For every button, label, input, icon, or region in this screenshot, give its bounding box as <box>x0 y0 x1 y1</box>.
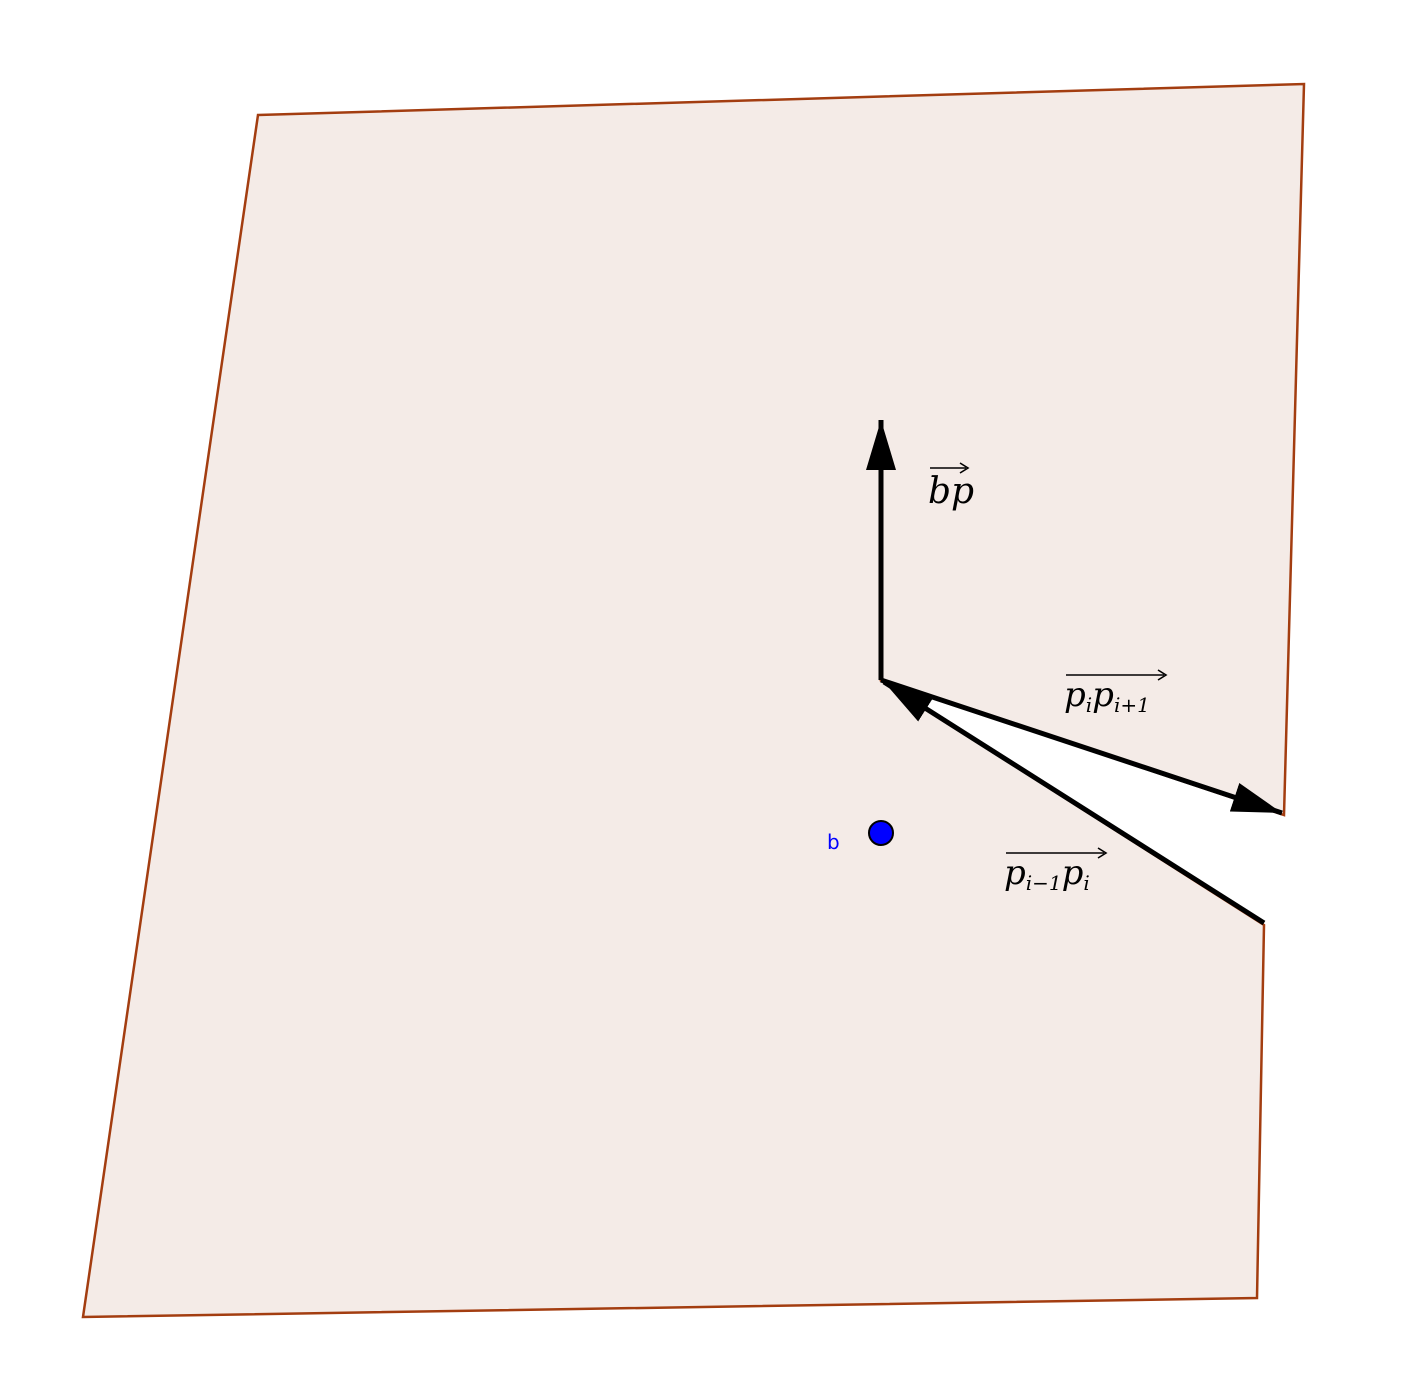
point-b-label: b <box>827 830 840 854</box>
label-bp-base: b <box>928 471 951 512</box>
label-vector-bp: bp <box>928 462 974 512</box>
svg-text:pipi+1: pipi+1 <box>1064 675 1150 717</box>
svg-text:pi−1pi: pi−1pi <box>1004 853 1090 895</box>
vector-pi-pi1-line <box>880 677 1283 816</box>
vector-pim1-pi-line <box>882 679 1266 926</box>
svg-text:bp: bp <box>928 471 974 512</box>
label-bp-head: p <box>951 471 974 512</box>
label-vector-pim1-pi: pi−1pi <box>1004 847 1108 895</box>
point-b[interactable] <box>868 820 894 846</box>
label-vector-pi-pi1: pipi+1 <box>1064 669 1168 717</box>
